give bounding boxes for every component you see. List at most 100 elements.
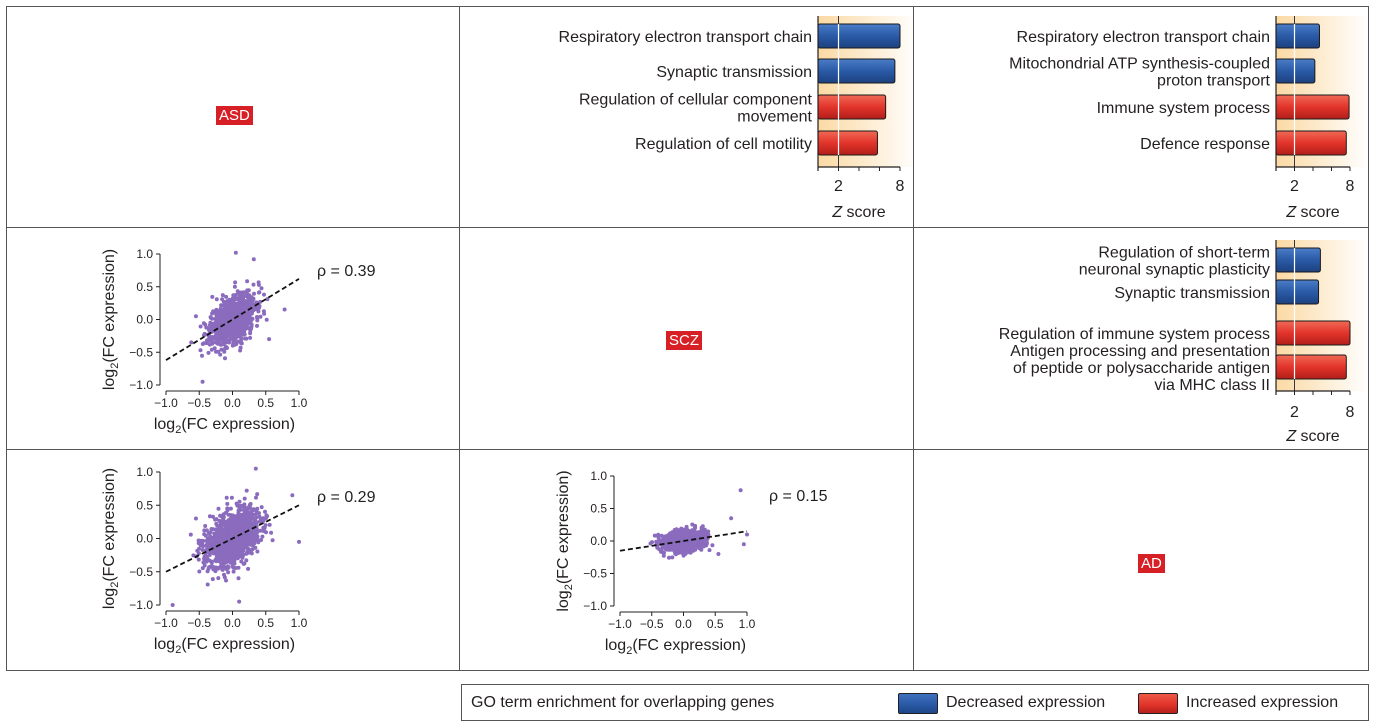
data-point: [202, 563, 207, 568]
data-point: [228, 506, 233, 511]
legend-label-increased: Increased expression: [1186, 694, 1339, 711]
data-point: [191, 553, 196, 558]
bar-label: Respiratory electron transport chain: [559, 29, 812, 46]
data-point: [250, 534, 255, 539]
data-point: [675, 546, 680, 550]
data-point: [659, 548, 664, 553]
data-point: [237, 294, 242, 298]
data-point: [224, 537, 229, 542]
data-point: [239, 341, 243, 345]
regression-line: [619, 530, 748, 552]
data-point: [228, 323, 233, 328]
data-point: [226, 328, 231, 333]
data-point: [221, 537, 225, 542]
data-point: [200, 353, 204, 358]
data-point: [227, 542, 232, 547]
bar-label: movement: [737, 109, 812, 126]
data-point: [202, 532, 207, 537]
data-point: [683, 551, 688, 556]
data-point: [245, 279, 250, 284]
legend: GO term enrichment for overlapping genes…: [461, 684, 1369, 721]
data-point: [227, 549, 232, 554]
data-point: [246, 288, 251, 293]
data-point: [195, 548, 200, 553]
data-point: [225, 501, 230, 506]
bar-label: Synaptic transmission: [656, 64, 812, 81]
bar-label: Regulation of cell motility: [635, 136, 812, 153]
data-point: [695, 531, 700, 536]
data-point: [196, 557, 201, 562]
bar-label: neuronal synaptic plasticity: [1079, 262, 1270, 279]
data-point: [238, 348, 243, 353]
data-point: [227, 555, 232, 560]
data-point: [247, 524, 252, 529]
data-point: [220, 297, 225, 302]
data-point: [200, 379, 205, 384]
data-point: [265, 297, 270, 302]
bar-label: Respiratory electron transport chain: [1017, 29, 1270, 46]
data-point: [258, 528, 263, 533]
data-point: [209, 340, 214, 345]
data-point: [200, 541, 205, 546]
data-point: [684, 524, 689, 529]
data-point: [253, 466, 258, 471]
y-axis-label: log2(FC expression): [555, 470, 575, 611]
y-tick-label: −0.5: [129, 345, 153, 359]
data-point: [224, 495, 229, 500]
y-tick-label: −0.5: [129, 565, 153, 579]
regression-line: [165, 278, 300, 361]
data-point: [240, 325, 245, 330]
data-point: [240, 555, 245, 560]
data-point: [251, 282, 256, 287]
data-point: [223, 338, 228, 343]
scz-label: SCZ: [666, 331, 702, 350]
data-point: [227, 519, 232, 524]
data-point: [290, 493, 295, 498]
data-point: [224, 294, 229, 299]
data-point: [222, 307, 227, 312]
y-tick-label: −1.0: [129, 598, 153, 612]
data-point: [222, 347, 227, 352]
y-axis-label: log2(FC expression): [101, 468, 121, 609]
data-point: [257, 511, 261, 516]
data-point: [237, 300, 242, 305]
data-point: [675, 549, 680, 553]
data-point: [207, 336, 212, 341]
data-point: [234, 531, 239, 536]
go-enrichment-chart-asd-scz: Respiratory electron transport chain Syna…: [559, 16, 913, 221]
data-point: [213, 549, 218, 554]
data-point: [269, 530, 274, 535]
x-tick-label: 8: [896, 178, 905, 195]
data-point: [220, 567, 225, 572]
data-point: [245, 314, 250, 319]
data-point: [233, 539, 238, 543]
data-point: [259, 538, 264, 542]
bar-increased: [1275, 320, 1351, 346]
bar-label: Immune system process: [1097, 100, 1270, 117]
bar-label: Antigen processing and presentation: [1010, 343, 1270, 360]
regression-line: [165, 504, 300, 573]
data-point: [198, 348, 203, 353]
legend-swatch-decreased: [898, 693, 938, 714]
data-point: [218, 342, 223, 347]
data-point: [245, 519, 250, 524]
data-point: [254, 527, 259, 531]
data-point: [221, 517, 226, 522]
x-axis-label: log2(FC expression): [154, 416, 295, 436]
data-point: [738, 488, 743, 493]
scatter-plot-asd-scz: −1.0 −0.5 0.0 0.5 1.0 −1.0 −0.5 0.0 0.5 1.0 log2(F…: [101, 247, 376, 436]
data-point: [255, 323, 259, 328]
data-point: [233, 519, 238, 524]
data-point: [707, 548, 712, 553]
bar-decreased: [1275, 58, 1316, 84]
data-point: [214, 336, 219, 341]
data-point: [200, 342, 205, 346]
data-point: [205, 546, 210, 550]
data-point: [238, 507, 243, 512]
data-point: [208, 315, 213, 320]
bar-increased: [817, 130, 878, 156]
data-point: [193, 516, 198, 521]
data-point: [656, 532, 661, 537]
x-tick-label: −1.0: [608, 617, 632, 631]
bar-label: of peptide or polysaccharide antigen: [1013, 360, 1270, 377]
